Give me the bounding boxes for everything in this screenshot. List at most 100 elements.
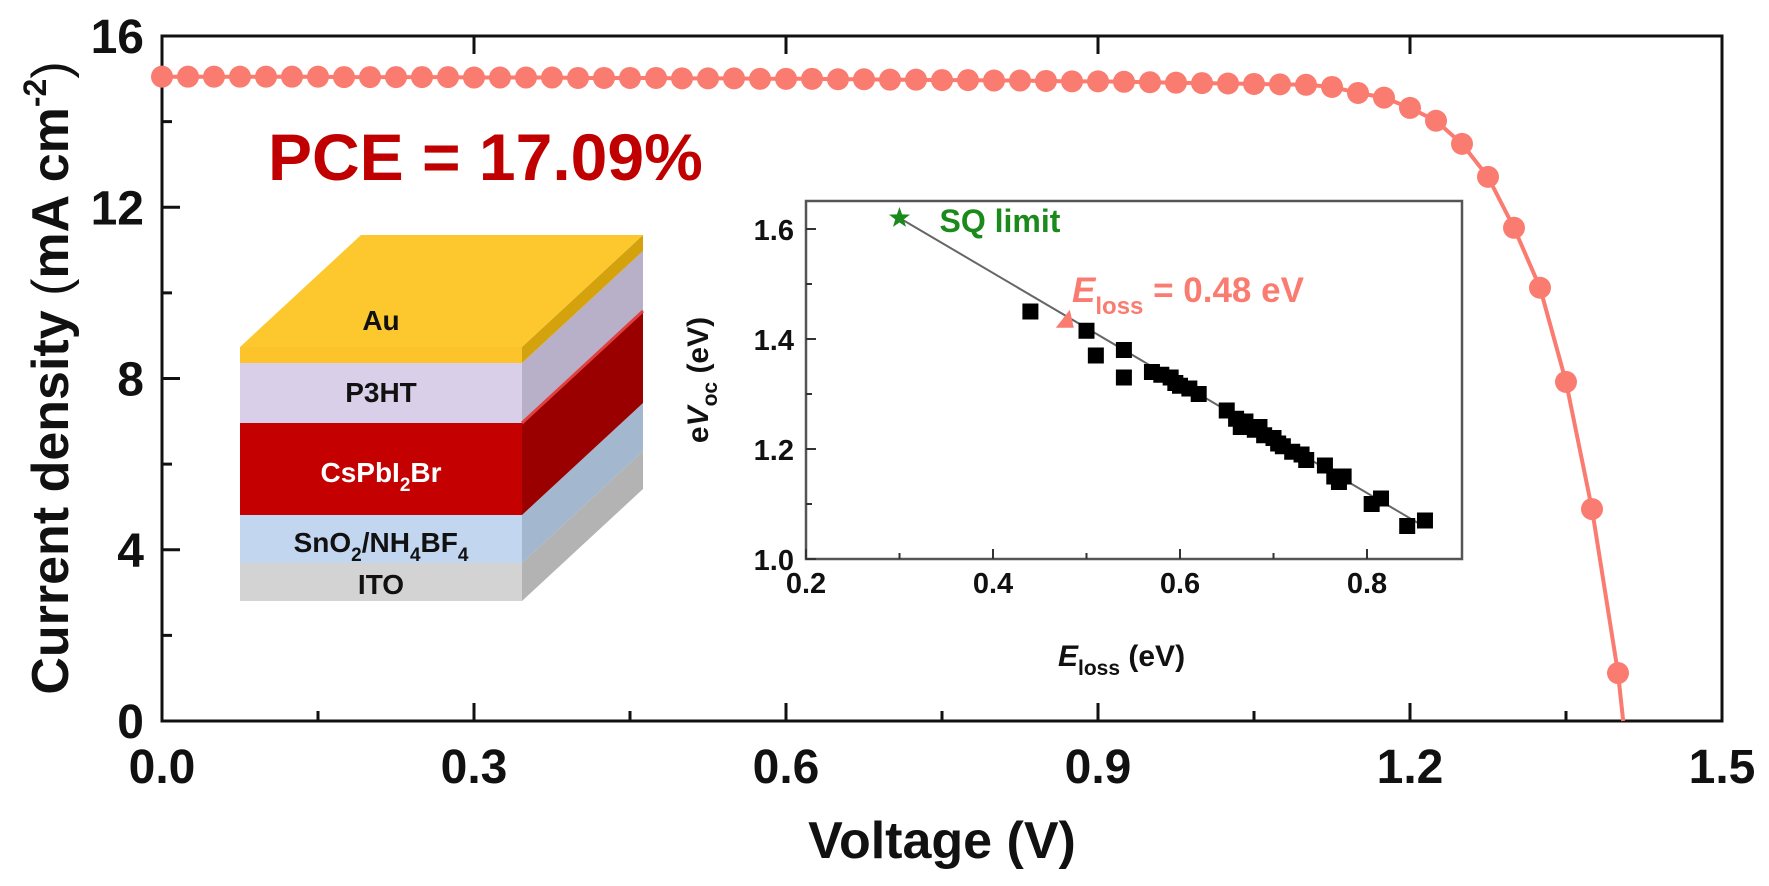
jv-data-point xyxy=(749,67,771,90)
layer-label-CsPbI2Br: CsPbI2Br xyxy=(320,457,441,496)
jv-data-point xyxy=(1347,81,1369,104)
layer-side-ITO xyxy=(522,451,643,601)
jv-data-point xyxy=(1113,70,1135,93)
jv-data-point xyxy=(1451,132,1473,155)
sq-limit-star-marker xyxy=(889,207,910,227)
jv-data-point xyxy=(983,69,1005,92)
inset-data-point xyxy=(1190,386,1207,402)
jv-data-point xyxy=(229,65,251,88)
inset-x-tick-label: 0.6 xyxy=(1160,568,1200,600)
jv-data-point xyxy=(333,66,355,89)
layer-top-Au xyxy=(240,235,643,347)
jv-data-point xyxy=(1321,75,1343,98)
y-tick-label: 12 xyxy=(91,182,144,235)
jv-data-point xyxy=(307,65,329,88)
jv-data-point xyxy=(1139,71,1161,94)
inset-data-point xyxy=(1335,468,1352,485)
inset-plot: 0.2 0.4 0.6 0.8 1.0 1.2 1.4 1.6 Eloss (eV) eVoc (… xyxy=(682,199,1464,680)
inset-y-tick-label: 1.4 xyxy=(754,325,794,357)
layer-label-ITO: ITO xyxy=(358,569,404,600)
jv-data-point xyxy=(1009,69,1031,92)
layer-front-Au xyxy=(240,347,522,363)
jv-data-point xyxy=(1191,72,1213,95)
jv-data-point xyxy=(1269,73,1291,96)
eloss-triangle-marker xyxy=(1055,309,1074,328)
jv-data-point xyxy=(463,66,485,89)
jv-curve xyxy=(151,65,1629,722)
inset-y-tick-label: 1.6 xyxy=(754,215,794,247)
jv-data-point xyxy=(151,65,173,88)
jv-data-point xyxy=(593,66,615,89)
y-tick-label: 0 xyxy=(117,696,144,749)
jv-data-point xyxy=(1165,71,1187,94)
sq-limit-label: SQ limit xyxy=(940,203,1061,239)
jv-data-point xyxy=(1503,216,1525,239)
inset-y-tick-label: 1.0 xyxy=(754,545,794,577)
layer-side-CsPbI2Br xyxy=(522,311,643,515)
main-plot: 0.0 0.3 0.6 0.9 1.2 1.5 0 4 8 12 16 Voltage (V) Curr… xyxy=(17,11,1755,870)
jv-data-point xyxy=(203,65,225,88)
jv-data-point xyxy=(645,66,667,89)
jv-data-point xyxy=(1243,72,1265,95)
jv-data-point xyxy=(801,67,823,90)
inset-y-axis-title: eVoc (eV) xyxy=(682,317,722,443)
x-tick-label: 0.0 xyxy=(129,741,196,794)
jv-data-point xyxy=(1607,662,1629,685)
inset-data-point xyxy=(1115,369,1132,386)
inset-data-point xyxy=(1298,452,1315,468)
jv-data-point xyxy=(437,66,459,89)
x-tick-label: 0.9 xyxy=(1065,741,1132,794)
jv-data-point xyxy=(1087,70,1109,93)
jv-data-point xyxy=(1217,72,1239,95)
jv-data-point xyxy=(1581,498,1603,521)
pce-annotation: PCE = 17.09% xyxy=(268,120,703,194)
jv-data-point xyxy=(1529,276,1551,299)
jv-data-point xyxy=(879,68,901,91)
y-tick-label: 4 xyxy=(117,525,144,578)
y-tick-label: 16 xyxy=(91,11,144,64)
jv-data-point xyxy=(489,66,511,89)
inset-data-point xyxy=(1416,512,1433,529)
eloss-label: Eloss = 0.48 eV xyxy=(1072,271,1305,320)
inset-data-point xyxy=(1022,303,1039,320)
jv-data-point xyxy=(697,67,719,90)
x-tick-label: 1.5 xyxy=(1689,741,1756,794)
jv-data-point xyxy=(957,69,979,92)
layer-edge xyxy=(520,309,645,425)
layer-label-Au: Au xyxy=(362,305,399,336)
jv-data-point xyxy=(619,66,641,89)
inset-data-point xyxy=(1373,490,1390,507)
jv-data-point xyxy=(931,69,953,92)
jv-data-point xyxy=(1555,370,1577,393)
layer-label-SnO2/NH4BF4: SnO2/NH4BF4 xyxy=(294,527,469,566)
inset-data-point xyxy=(1087,347,1104,364)
jv-data-point xyxy=(255,65,277,88)
layer-front-P3HT xyxy=(240,363,522,423)
jv-data-point xyxy=(1399,96,1421,119)
inset-data-point xyxy=(1399,518,1416,534)
jv-data-point xyxy=(1373,86,1395,109)
inset-frame xyxy=(804,199,1464,561)
layer-side-Au xyxy=(522,235,643,363)
jv-data-point xyxy=(827,68,849,91)
jv-data-point xyxy=(671,67,693,90)
jv-data-point xyxy=(541,66,563,89)
jv-data-point xyxy=(515,66,537,89)
jv-data-point xyxy=(1295,73,1317,96)
jv-data-point xyxy=(411,66,433,89)
layer-front-SnO2/NH4BF4 xyxy=(240,515,522,563)
jv-data-point xyxy=(1425,109,1447,132)
inset-x-tick-label: 0.4 xyxy=(973,568,1013,600)
jv-curve-line xyxy=(162,74,1626,722)
layer-side-SnO2/NH4BF4 xyxy=(522,403,643,563)
jv-data-point xyxy=(853,68,875,91)
jv-data-point xyxy=(905,68,927,91)
inset-x-tick-label: 0.2 xyxy=(786,568,826,600)
inset-data-point xyxy=(1115,342,1132,358)
inset-y-tick-label: 1.2 xyxy=(754,435,794,467)
layer-front-CsPbI2Br xyxy=(240,423,522,515)
jv-data-point xyxy=(723,67,745,90)
layer-label-P3HT: P3HT xyxy=(345,377,417,408)
x-axis-title: Voltage (V) xyxy=(808,812,1076,870)
